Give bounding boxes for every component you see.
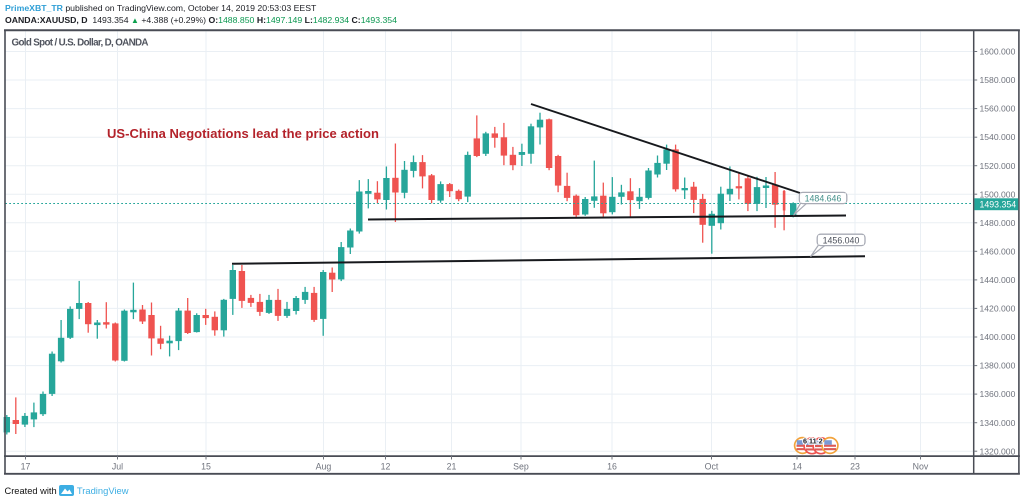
svg-text:1340.000: 1340.000 — [980, 418, 1016, 428]
svg-text:1540.000: 1540.000 — [980, 132, 1016, 142]
svg-text:1493.354: 1493.354 — [980, 199, 1017, 209]
svg-text:Gold Spot / U.S. Dollar, D, OA: Gold Spot / U.S. Dollar, D, OANDA — [12, 38, 149, 49]
svg-text:1480.000: 1480.000 — [980, 218, 1016, 228]
svg-text:14: 14 — [792, 461, 802, 471]
svg-text:Oct: Oct — [705, 461, 719, 471]
svg-text:1380.000: 1380.000 — [980, 361, 1016, 371]
svg-text:Jul: Jul — [112, 461, 123, 471]
svg-text:1420.000: 1420.000 — [980, 304, 1016, 314]
svg-text:1560.000: 1560.000 — [980, 104, 1016, 114]
svg-text:1500.000: 1500.000 — [980, 189, 1016, 199]
svg-text:1484.646: 1484.646 — [805, 193, 842, 203]
svg-text:Aug: Aug — [316, 461, 332, 471]
svg-text:Sep: Sep — [513, 461, 529, 471]
svg-text:6 11 2: 6 11 2 — [803, 437, 823, 446]
svg-text:1320.000: 1320.000 — [980, 446, 1016, 456]
svg-text:17: 17 — [21, 461, 31, 471]
svg-text:1460.000: 1460.000 — [980, 246, 1016, 256]
svg-text:21: 21 — [447, 461, 457, 471]
svg-text:6 11 2: 6 11 2 — [803, 437, 823, 446]
svg-text:15: 15 — [201, 461, 211, 471]
svg-text:1400.000: 1400.000 — [980, 332, 1016, 342]
svg-text:US-China Negotiations lead the: US-China Negotiations lead the price act… — [107, 126, 379, 141]
svg-text:1456.040: 1456.040 — [823, 235, 860, 245]
svg-text:1600.000: 1600.000 — [980, 47, 1016, 57]
svg-text:1440.000: 1440.000 — [980, 275, 1016, 285]
svg-text:1580.000: 1580.000 — [980, 75, 1016, 85]
svg-text:Nov: Nov — [913, 461, 929, 471]
svg-text:23: 23 — [850, 461, 860, 471]
svg-text:16: 16 — [607, 461, 617, 471]
svg-text:1360.000: 1360.000 — [980, 389, 1016, 399]
svg-text:1520.000: 1520.000 — [980, 161, 1016, 171]
svg-text:12: 12 — [381, 461, 391, 471]
